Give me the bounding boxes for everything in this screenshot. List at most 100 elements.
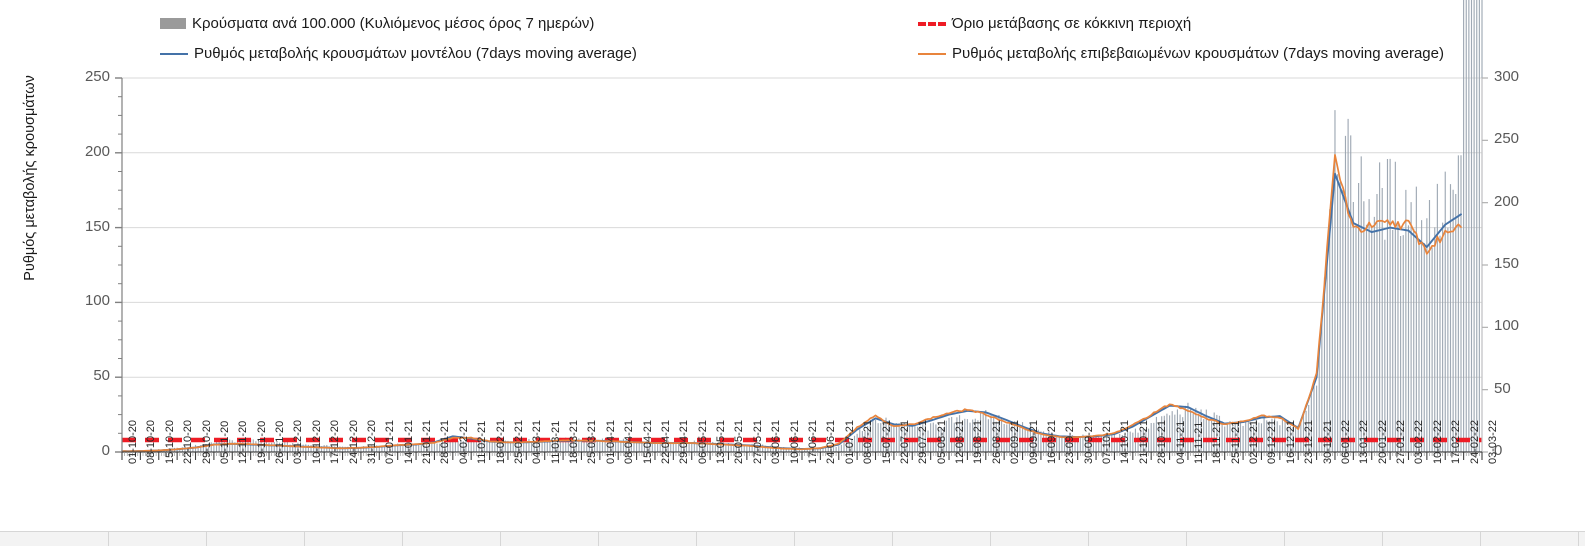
x-axis-tick-label: 15-10-20 (163, 419, 176, 464)
x-axis-tick-label: 27-01-22 (1395, 419, 1408, 464)
x-axis-tick-label: 18-02-21 (494, 419, 507, 464)
cell-divider (108, 532, 109, 546)
cell-divider (304, 532, 305, 546)
x-axis-tick-label: 07-10-21 (1101, 419, 1114, 464)
x-axis-tick-label: 02-12-21 (1248, 419, 1261, 464)
y-axis-right-tick-300: 300 (1494, 68, 1520, 85)
y-axis-left-tick-150: 150 (84, 217, 110, 235)
x-axis-tick-label: 10-12-20 (310, 419, 323, 464)
x-axis-tick-label: 26-08-21 (990, 419, 1003, 464)
x-axis-tick-label: 30-12-21 (1321, 419, 1334, 464)
cell-divider (696, 532, 697, 546)
x-axis-tick-label: 10-06-21 (788, 419, 801, 464)
x-axis-tick-label: 09-09-21 (1027, 419, 1040, 464)
x-axis-tick-label: 26-11-20 (274, 420, 287, 464)
x-axis-tick-label: 12-08-21 (954, 419, 967, 464)
x-axis-tick-label: 25-02-21 (512, 419, 525, 464)
legend-item-threshold[interactable]: Όριο μετάβασης σε κόκκινη περιοχή (918, 16, 1191, 31)
line-swatch-orange-icon (918, 52, 946, 55)
x-axis-tick-label: 30-09-21 (1082, 419, 1095, 464)
dashed-line-swatch-red-icon (918, 21, 946, 26)
x-axis-tick-label: 03-12-20 (292, 419, 305, 464)
legend-item-cases-bars[interactable]: Κρούσματα ανά 100.000 (Κυλιόμενος μέσος … (160, 16, 594, 31)
x-axis-tick-label: 08-07-21 (862, 419, 875, 464)
x-axis-tick-label: 21-01-21 (421, 419, 434, 464)
y-axis-left-tick-0: 0 (101, 442, 110, 459)
x-axis-tick-label: 27-05-21 (751, 419, 764, 464)
x-axis-tick-label: 19-08-21 (972, 419, 985, 464)
x-axis-tick-label: 17-02-22 (1450, 419, 1463, 464)
x-axis-tick-label: 23-12-21 (1303, 419, 1316, 464)
x-axis-tick-label: 11-03-21 (549, 420, 562, 464)
x-axis-tick-label: 19-11-20 (255, 420, 268, 464)
cell-divider (1088, 532, 1089, 546)
bar-swatch-icon (160, 18, 186, 29)
x-axis-tick-label: 02-09-21 (1009, 419, 1022, 464)
x-axis-tick-label: 20-05-21 (733, 419, 746, 464)
cell-divider (1578, 532, 1579, 546)
x-axis-tick-label: 25-11-21 (1229, 420, 1242, 464)
x-axis-tick-label: 06-01-22 (1339, 419, 1352, 464)
chart-legend: Κρούσματα ανά 100.000 (Κυλιόμενος μέσος … (0, 6, 1585, 64)
cell-divider (500, 532, 501, 546)
legend-label-confirmed-rate: Ρυθμός μεταβολής επιβεβαιωμένων κρουσμάτ… (952, 45, 1444, 62)
y-axis-right-tick-150: 150 (1494, 255, 1520, 272)
legend-item-confirmed-rate[interactable]: Ρυθμός μεταβολής επιβεβαιωμένων κρουσμάτ… (918, 46, 1444, 61)
y-axis-right-tick-0: 0 (1494, 442, 1503, 459)
x-axis-tick-label: 17-12-20 (329, 419, 342, 464)
x-axis-tick-label: 18-03-21 (568, 419, 581, 464)
grid-lines (122, 77, 1482, 453)
x-axis-tick-label: 07-01-21 (384, 419, 397, 464)
x-axis-tick-label: 24-06-21 (825, 419, 838, 464)
x-axis-tick-label: 14-10-21 (1119, 419, 1132, 464)
x-axis-tick-label: 17-06-21 (807, 419, 819, 464)
x-axis-tick-label: 12-11-20 (237, 420, 250, 464)
legend-label-cases-bars: Κρούσματα ανά 100.000 (Κυλιόμενος μέσος … (192, 15, 595, 32)
x-axis-tick-label: 01-04-21 (604, 419, 617, 464)
x-axis-tick-label: 11-11-21 (1192, 421, 1205, 464)
y-axis-left-tick-200: 200 (84, 142, 110, 160)
x-axis-tick-label: 03-03-22 (1487, 419, 1499, 464)
x-axis-tick-label: 29-04-21 (678, 419, 691, 464)
x-axis-tick-label: 29-10-20 (200, 419, 213, 464)
y-axis-right-tick-250: 250 (1494, 130, 1520, 148)
x-axis-tick-label: 31-12-20 (365, 419, 378, 464)
cell-divider (1284, 532, 1285, 546)
x-axis-tick-label: 10-02-22 (1431, 419, 1444, 464)
y-axis-right-tick-50: 50 (1494, 379, 1511, 397)
x-axis-tick-label: 01-07-21 (843, 419, 856, 464)
x-axis-tick-label: 14-01-21 (402, 419, 415, 464)
x-axis-ticks (121, 452, 1483, 460)
cell-divider (598, 532, 599, 546)
x-axis-tick-label: 18-11-21 (1211, 420, 1224, 464)
x-axis-tick-label: 24-02-22 (1468, 419, 1481, 464)
spreadsheet-footer-band (0, 531, 1585, 546)
x-axis-tick-label: 06-05-21 (696, 419, 709, 464)
x-axis-tick-label: 23-09-21 (1064, 419, 1077, 464)
axis-lines (115, 77, 1488, 453)
legend-label-threshold: Όριο μετάβασης σε κόκκινη περιοχή (952, 15, 1192, 32)
y-axis-left-tick-100: 100 (84, 292, 110, 310)
cell-divider (1186, 532, 1187, 546)
x-axis-tick-label: 04-03-21 (531, 419, 544, 464)
x-axis-tick-label: 15-07-21 (880, 419, 893, 464)
x-axis-tick-label: 25-03-21 (586, 419, 599, 464)
cell-divider (1382, 532, 1383, 546)
confirmed-rate-line (121, 153, 1462, 453)
x-axis-tick-label: 08-04-21 (623, 419, 636, 464)
cell-divider (1480, 532, 1481, 546)
x-axis-tick-label: 21-10-21 (1137, 419, 1150, 464)
x-axis-tick-label: 03-02-22 (1413, 419, 1426, 464)
x-axis-tick-label: 09-12-21 (1266, 419, 1279, 464)
x-axis-tick-label: 08-10-20 (145, 419, 158, 464)
cell-divider (990, 532, 991, 546)
legend-item-model-rate[interactable]: Ρυθμός μεταβολής κρουσμάτων μοντέλου (7d… (160, 46, 637, 61)
x-axis-tick-label: 28-01-21 (439, 419, 452, 464)
x-axis-tick-label: 15-04-21 (641, 419, 654, 464)
cell-divider (892, 532, 893, 546)
x-axis-tick-label: 24-12-20 (347, 419, 360, 464)
x-axis-tick-label: 13-05-21 (715, 419, 728, 464)
